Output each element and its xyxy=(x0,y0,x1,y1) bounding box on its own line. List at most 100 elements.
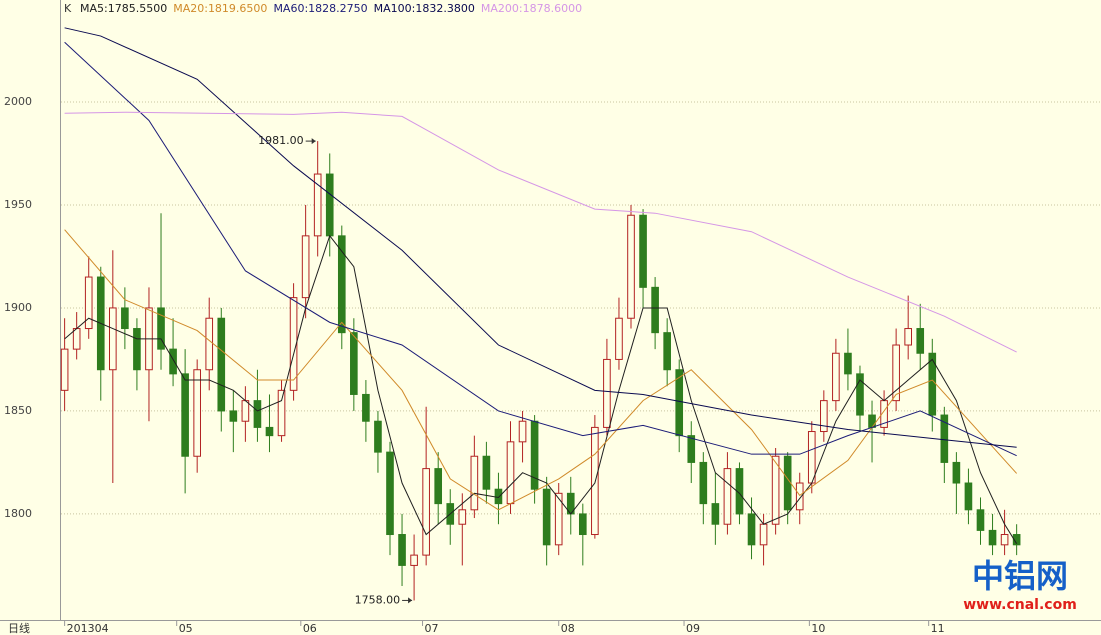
candle-body xyxy=(277,389,286,437)
candle-body xyxy=(747,513,756,546)
header-prefix: K xyxy=(64,2,72,15)
candle-body xyxy=(988,529,997,546)
x-tick-label: 10 xyxy=(811,622,825,635)
legend-entry: MA20:1819.6500 xyxy=(173,2,267,15)
axis-name: 日线 xyxy=(8,621,30,635)
candle-body xyxy=(868,414,876,428)
candle-body xyxy=(494,488,503,505)
x-tick-label: 06 xyxy=(303,622,317,635)
legend-entry: MA100:1832.3800 xyxy=(374,2,475,15)
candle-body xyxy=(964,482,973,511)
candle-body xyxy=(952,461,961,484)
legend-entry: MA60:1828.2750 xyxy=(273,2,367,15)
x-tick-label: 201304 xyxy=(67,622,109,635)
candle-body xyxy=(578,513,587,536)
logo-title: 中铝网 xyxy=(972,557,1068,595)
candle-body xyxy=(735,468,744,515)
candle-body xyxy=(60,348,69,391)
x-tick-label: 08 xyxy=(561,622,575,635)
y-tick-label: 1900 xyxy=(4,301,32,314)
candle-body xyxy=(422,468,430,556)
candle-body xyxy=(976,509,985,531)
y-tick-label: 2000 xyxy=(4,95,32,108)
x-tick-label: 05 xyxy=(179,622,193,635)
candle-body xyxy=(591,426,599,536)
ma-line xyxy=(64,111,1017,353)
candle-body xyxy=(554,492,563,546)
candle-body xyxy=(783,455,792,511)
candle-body xyxy=(615,317,623,360)
candle-body xyxy=(169,348,177,375)
annotation: 1981.00 xyxy=(258,134,304,147)
candle-body xyxy=(627,214,635,319)
candle-body xyxy=(807,431,816,484)
candle-body xyxy=(217,317,226,412)
candle-body xyxy=(362,393,370,422)
candle-body xyxy=(832,352,840,402)
ma-line xyxy=(64,229,1018,511)
candle-body xyxy=(157,307,165,350)
candle-body xyxy=(121,307,129,330)
candle-body xyxy=(651,286,659,334)
candle-body xyxy=(398,534,406,566)
candle-body xyxy=(289,297,298,391)
y-tick-label: 1850 xyxy=(4,404,32,417)
candle-body xyxy=(181,373,189,457)
candle-body xyxy=(337,235,346,334)
ma-line xyxy=(64,234,1018,544)
candle-body xyxy=(301,235,310,299)
candle-body xyxy=(904,328,912,346)
y-tick-label: 1950 xyxy=(4,198,32,211)
candle-body xyxy=(434,468,443,505)
candle-body xyxy=(856,373,864,416)
candle-body xyxy=(133,328,141,371)
candle-body xyxy=(1012,534,1021,546)
ma-line xyxy=(64,41,1017,457)
legend-entry: MA5:1785.5500 xyxy=(80,2,167,15)
candle-body xyxy=(374,420,382,453)
candle-body xyxy=(940,414,949,463)
candle-body xyxy=(325,173,334,237)
candle-body xyxy=(1000,534,1009,546)
logo-url: www.cnal.com xyxy=(963,597,1077,613)
candle-body xyxy=(386,451,394,536)
candle-body xyxy=(663,332,671,371)
candle-body xyxy=(84,276,93,330)
x-tick-label: 09 xyxy=(686,622,700,635)
candle-body xyxy=(639,214,647,288)
candle-body xyxy=(109,307,117,371)
candle-body xyxy=(72,328,81,350)
candle-body xyxy=(470,455,479,511)
candle-body xyxy=(229,410,238,422)
x-tick-label: 11 xyxy=(931,622,945,635)
candle-body xyxy=(350,332,358,395)
annotation-head xyxy=(311,138,316,145)
candle-body xyxy=(603,358,611,428)
candle-body xyxy=(844,352,852,375)
candle-body xyxy=(253,400,262,428)
x-tick-label: 07 xyxy=(425,622,439,635)
candle-body xyxy=(723,468,732,525)
candle-body xyxy=(241,400,250,422)
candle-body xyxy=(482,455,491,490)
ma-line xyxy=(64,27,1017,448)
candle-body xyxy=(265,426,274,437)
annotation: 1758.00 xyxy=(355,593,401,606)
candle-body xyxy=(542,488,551,546)
legend-entry: MA200:1878.6000 xyxy=(481,2,582,15)
candle-body xyxy=(313,173,322,237)
candle-body xyxy=(795,482,804,511)
candle-body xyxy=(193,369,201,457)
candle-body xyxy=(675,369,684,437)
candle-body xyxy=(916,328,925,354)
candle-body xyxy=(205,317,214,371)
candle-body xyxy=(771,455,780,525)
candle-body xyxy=(699,461,708,505)
candle-body xyxy=(518,420,527,443)
y-tick-label: 1800 xyxy=(4,507,32,520)
candle-body xyxy=(820,400,828,433)
candle-body xyxy=(506,441,515,505)
candle-body xyxy=(687,435,696,463)
